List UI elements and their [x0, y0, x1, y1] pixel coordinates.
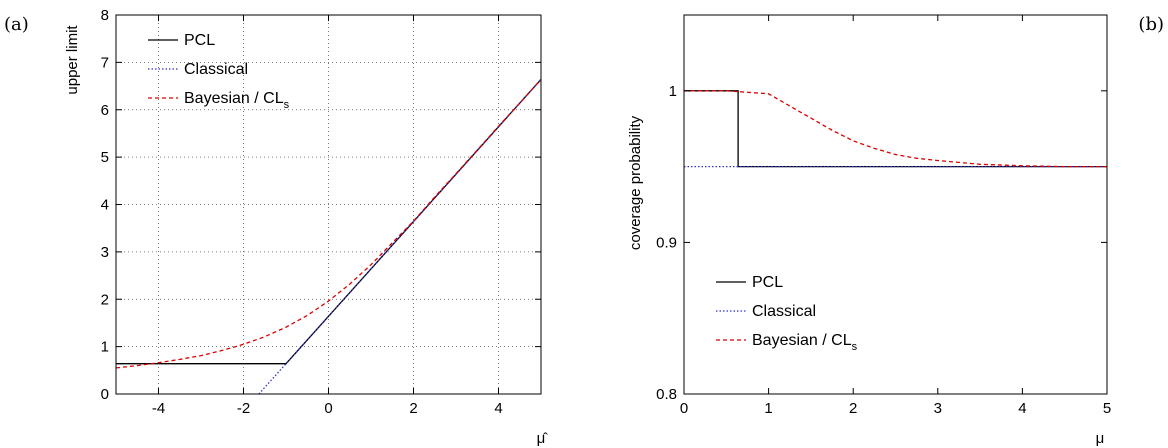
y-tick-label: 3 [101, 244, 109, 261]
y-axis-label: coverage probability [627, 115, 644, 250]
y-tick-label: 1 [669, 83, 677, 100]
y-tick-label: 8 [101, 7, 109, 24]
chart-panel-a: -4 -2 0 2 4 0 1 2 3 4 5 6 7 8 upper limit μ̂ (a) PCL Class… [4, 7, 548, 447]
x-tick-label: 3 [934, 400, 942, 417]
x-tick-label: 0 [324, 400, 332, 417]
y-tick-label: 1 [101, 339, 109, 356]
x-tick-label: 2 [849, 400, 857, 417]
series-group [116, 78, 541, 394]
y-tick-label: 0 [101, 386, 109, 403]
x-tick-label: 4 [494, 400, 502, 417]
x-tick-label: 5 [1103, 400, 1111, 417]
y-tick-label: 4 [101, 197, 109, 214]
series-line-bayesian [684, 90, 1107, 168]
series-line-pcl [116, 78, 541, 365]
y-tick-label: 2 [101, 291, 109, 308]
x-axis-label: μ [1096, 430, 1105, 447]
y-tick-label: 5 [101, 149, 109, 166]
x-tick-label: -2 [237, 400, 250, 417]
series-line-bayesian [116, 78, 541, 369]
legend-label: Bayesian / CLs [184, 90, 290, 111]
y-tick-label: 6 [101, 102, 109, 119]
legend-label: Classical [184, 61, 248, 78]
x-tick-label: -4 [152, 400, 165, 417]
legend-label-subscript: s [284, 99, 290, 111]
x-axis-label: μ̂ [537, 430, 549, 447]
series-line-classical [258, 78, 541, 394]
legend-label-subscript: s [852, 341, 858, 353]
y-axis-label: upper limit [64, 25, 81, 95]
x-tick-label: 4 [1018, 400, 1026, 417]
y-tick-label: 0.8 [656, 386, 677, 403]
x-tick-label: 2 [409, 400, 417, 417]
panel-label: (b) [1138, 14, 1164, 35]
legend-label: Classical [752, 303, 816, 320]
chart-panel-b: 0 1 2 3 4 5 0.8 0.9 1 coverage probability μ (b) PCL… [627, 14, 1164, 447]
plot-frame [683, 14, 1108, 395]
panel-label: (a) [4, 14, 29, 35]
series-group [684, 90, 1107, 168]
y-tick-label: 7 [101, 54, 109, 71]
x-tick-label: 0 [680, 400, 688, 417]
legend-label: PCL [752, 274, 783, 291]
legend-label: Bayesian / CLs [752, 332, 858, 353]
series-line-pcl [684, 90, 1107, 168]
y-tick-label: 0.9 [656, 234, 677, 251]
x-tick-label: 1 [764, 400, 772, 417]
legend-label: PCL [184, 32, 215, 49]
